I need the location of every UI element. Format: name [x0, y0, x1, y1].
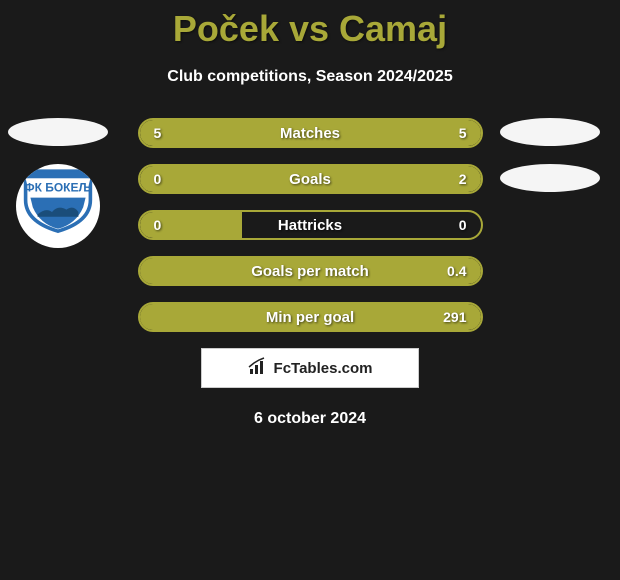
svg-text:ФК БОКЕЉ: ФК БОКЕЉ: [24, 181, 91, 195]
stat-left-value: 0: [154, 217, 162, 233]
stat-label: Matches: [280, 125, 340, 142]
stat-row: Min per goal 291: [138, 302, 483, 332]
brand-footer[interactable]: FcTables.com: [201, 348, 419, 388]
player-photo-placeholder-right-2: [500, 164, 600, 192]
stat-right-value: 2: [459, 171, 467, 187]
chart-icon: [248, 357, 268, 380]
right-player-column: [500, 118, 600, 210]
page-title: Poček vs Camaj: [0, 0, 620, 50]
shield-icon: ФК БОКЕЉ: [16, 164, 100, 234]
stat-left-value: 5: [154, 125, 162, 141]
stat-label: Hattricks: [278, 217, 342, 234]
stat-left-value: 0: [154, 171, 162, 187]
stat-right-value: 0.4: [447, 263, 466, 279]
subtitle: Club competitions, Season 2024/2025: [0, 68, 620, 86]
stat-label: Goals per match: [251, 263, 369, 280]
stat-label: Goals: [289, 171, 331, 188]
date-label: 6 october 2024: [0, 410, 620, 428]
stat-row: Goals per match 0.4: [138, 256, 483, 286]
stat-right-value: 0: [459, 217, 467, 233]
left-player-column: ФК БОКЕЉ: [8, 118, 113, 248]
stat-fill-left: [140, 166, 208, 192]
stat-right-value: 5: [459, 125, 467, 141]
stat-row: 0 Goals 2: [138, 164, 483, 194]
stat-row: 0 Hattricks 0: [138, 210, 483, 240]
player-photo-placeholder-left: [8, 118, 108, 146]
comparison-content: ФК БОКЕЉ 5 Matches 5 0 Goals 2 0 Hattricks 0 Goal…: [0, 118, 620, 428]
stat-row: 5 Matches 5: [138, 118, 483, 148]
stat-label: Min per goal: [266, 309, 354, 326]
stat-fill-right: [208, 166, 481, 192]
brand-text: FcTables.com: [274, 360, 373, 377]
stats-container: 5 Matches 5 0 Goals 2 0 Hattricks 0 Goals per mat…: [138, 118, 483, 332]
club-logo-left: ФК БОКЕЉ: [16, 164, 100, 248]
player-photo-placeholder-right-1: [500, 118, 600, 146]
stat-right-value: 291: [443, 309, 466, 325]
